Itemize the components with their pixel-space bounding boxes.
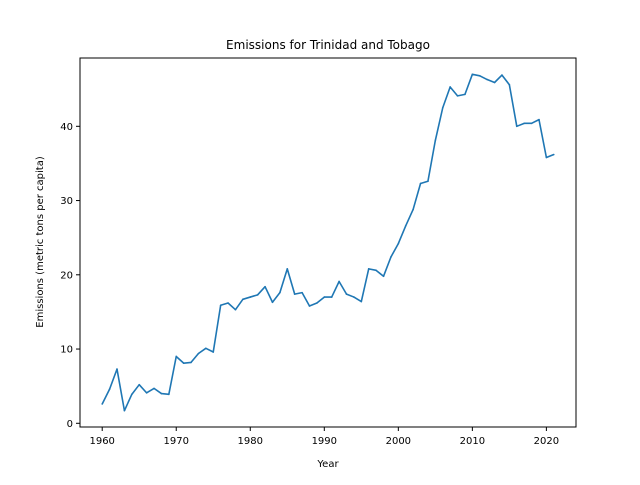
x-tick-label: 1980	[238, 436, 263, 447]
data-point	[390, 256, 392, 258]
data-point	[515, 125, 518, 128]
data-point	[145, 392, 148, 394]
data-point	[397, 242, 400, 245]
data-point	[323, 296, 326, 298]
data-point	[131, 393, 133, 396]
data-point	[449, 86, 451, 88]
data-point	[256, 294, 259, 296]
data-point	[160, 392, 163, 395]
data-point	[190, 361, 192, 364]
data-point	[212, 351, 215, 353]
x-tick-label: 2020	[534, 436, 559, 447]
data-point	[486, 78, 488, 81]
chart-title: Emissions for Trinidad and Tobago	[226, 38, 430, 52]
data-point	[242, 298, 244, 301]
data-point	[286, 268, 289, 270]
data-point	[227, 302, 229, 304]
data-point	[219, 304, 222, 307]
data-point	[301, 291, 303, 294]
data-point	[249, 296, 252, 298]
data-point	[538, 118, 540, 121]
x-tick-label: 1990	[312, 436, 337, 447]
data-point	[175, 355, 178, 358]
data-point	[427, 180, 429, 183]
y-tick-label: 0	[67, 419, 73, 430]
data-point	[205, 347, 207, 350]
x-tick-label: 2010	[460, 436, 485, 447]
data-point	[508, 83, 511, 86]
data-point	[116, 368, 118, 370]
data-point	[345, 293, 348, 295]
data-point	[197, 352, 200, 355]
data-point	[501, 74, 503, 76]
data-point	[530, 122, 533, 125]
data-point	[441, 106, 444, 109]
data-point	[545, 156, 548, 159]
data-point	[271, 301, 274, 304]
data-point	[338, 280, 340, 283]
x-axis-label: Year	[316, 459, 339, 470]
data-point	[419, 182, 422, 185]
data-point	[123, 409, 126, 412]
data-point	[153, 387, 155, 390]
data-point	[523, 122, 525, 125]
x-tick-label: 1970	[164, 436, 189, 447]
plot-frame	[79, 57, 577, 428]
data-point	[279, 291, 281, 294]
data-point	[182, 362, 185, 364]
data-point	[234, 308, 237, 311]
data-point	[404, 224, 407, 227]
data-point	[316, 302, 318, 304]
data-point	[471, 73, 474, 76]
data-point	[264, 285, 266, 288]
data-point	[168, 393, 170, 396]
data-point	[493, 81, 496, 84]
data-point	[434, 139, 437, 142]
data-point	[360, 300, 363, 303]
y-tick-label: 30	[60, 196, 73, 207]
data-point	[138, 383, 141, 386]
data-point	[382, 275, 385, 278]
data-point	[375, 269, 377, 272]
data-point	[308, 305, 311, 307]
data-point	[330, 296, 333, 298]
x-tick-label: 2000	[386, 436, 411, 447]
data-point	[552, 153, 555, 156]
data-point	[293, 293, 296, 295]
y-axis-label: Emissions (metric tons per capita)	[35, 156, 46, 328]
y-tick-label: 40	[60, 122, 73, 133]
data-point	[464, 93, 466, 96]
data-point	[412, 208, 414, 211]
data-point	[367, 268, 370, 270]
y-tick-label: 10	[60, 345, 73, 356]
x-tick-label: 1960	[89, 436, 114, 447]
y-tick-label: 20	[60, 270, 73, 281]
data-point	[353, 296, 355, 298]
series-line	[101, 73, 555, 412]
data-point	[108, 388, 111, 390]
data-point	[456, 95, 459, 97]
data-point	[478, 75, 481, 77]
data-point	[101, 403, 104, 405]
